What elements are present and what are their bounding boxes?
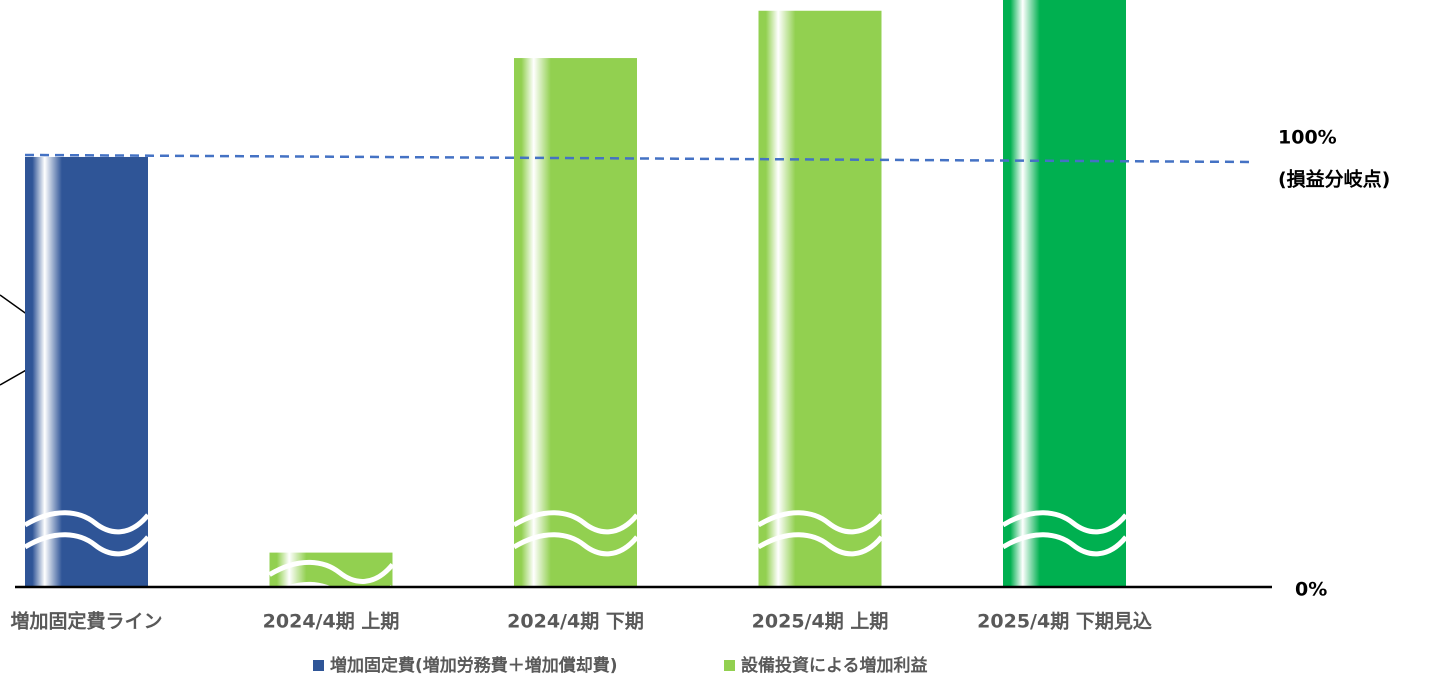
break-mark — [757, 510, 884, 535]
reference-line — [24, 153, 1253, 164]
legend-label: 増加固定費(増加労務費＋増加償却費) — [330, 655, 618, 676]
break-mark — [268, 559, 395, 584]
x-tick-label: 2024/4期 上期 — [263, 611, 400, 633]
y-tick-label: 100% — [1278, 126, 1337, 148]
x-tick-label: 増加固定費ライン — [10, 610, 162, 633]
x-tick-label: 2025/4期 下期見込 — [977, 611, 1152, 633]
legend-swatch — [313, 660, 324, 671]
break-mark — [1001, 510, 1128, 535]
break-mark — [1001, 532, 1128, 557]
break-mark — [512, 532, 639, 557]
legend-swatch — [724, 660, 735, 671]
break-mark — [512, 510, 639, 535]
x-tick-label: 2024/4期 下期 — [507, 611, 644, 633]
x-tick-label: 2025/4期 上期 — [752, 611, 889, 633]
bar — [514, 58, 637, 588]
break-mark — [757, 532, 884, 557]
legend-label: 設備投資による増加利益 — [741, 655, 928, 676]
bar — [25, 156, 148, 587]
break-mark — [23, 532, 150, 557]
bar — [1003, 0, 1126, 587]
annotation: (損益分岐点) — [1278, 168, 1390, 191]
y-tick-label: 0% — [1295, 579, 1327, 601]
bar — [758, 10, 882, 587]
break-mark — [23, 510, 150, 535]
